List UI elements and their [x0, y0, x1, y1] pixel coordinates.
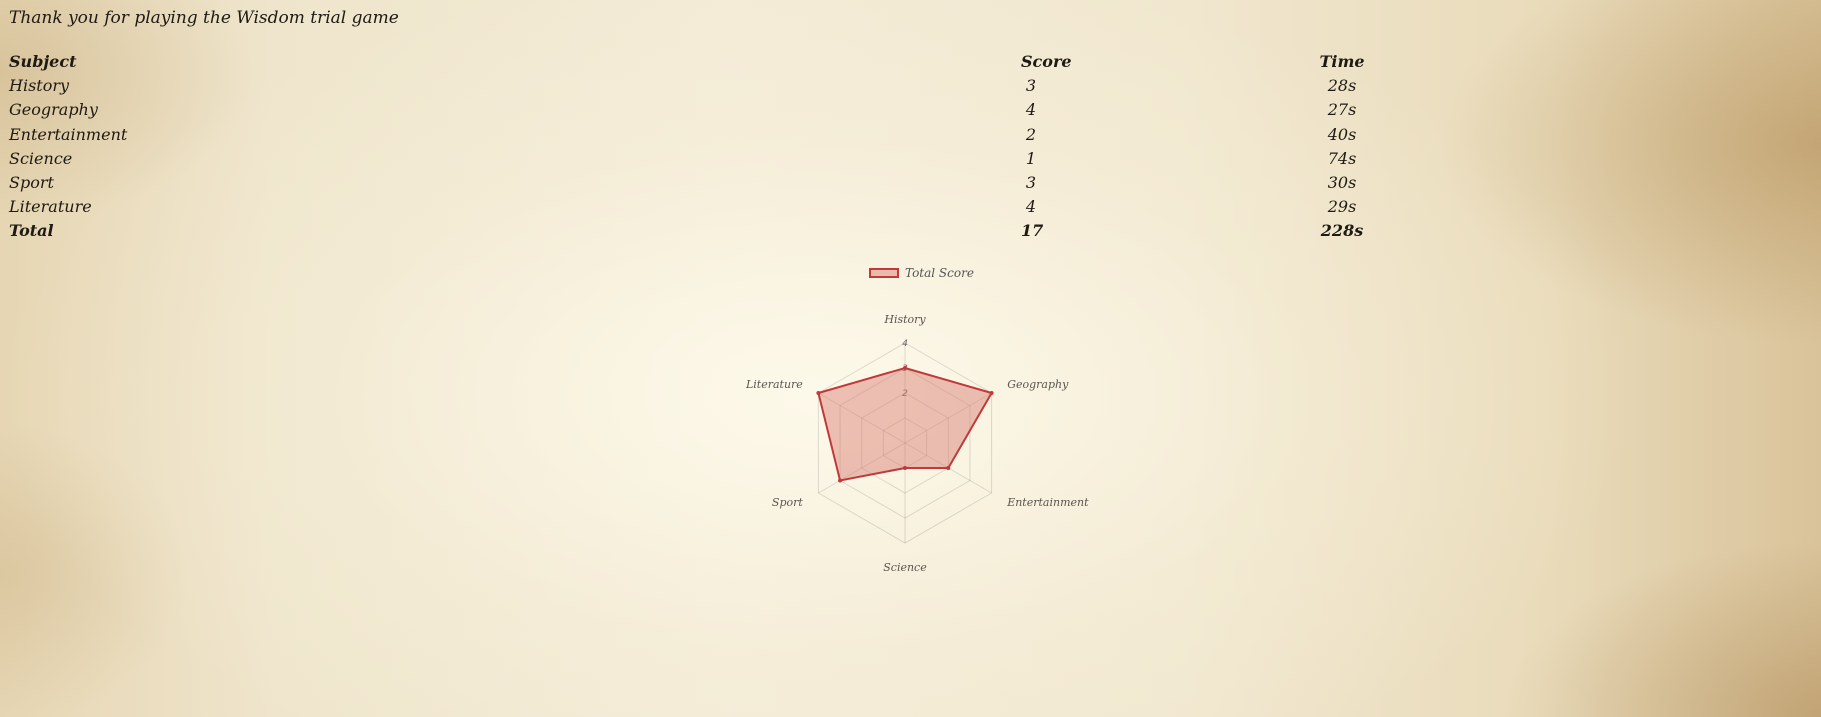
radar-axis-label: Literature: [745, 378, 803, 391]
row-time: 29s: [1327, 197, 1357, 217]
header-subject: Subject: [9, 52, 77, 71]
radar-point: [903, 366, 907, 370]
radar-axis-label: Geography: [1007, 378, 1069, 391]
row-score: 3: [1025, 172, 1037, 192]
legend-label: Total Score: [905, 266, 974, 280]
table-row: Entertainment 2 40s: [9, 123, 1409, 147]
table-row: History 3 28s: [9, 74, 1409, 98]
radar-point: [903, 466, 907, 470]
legend-swatch: [869, 268, 899, 278]
radar-point: [989, 391, 994, 395]
total-score: 17: [1021, 221, 1044, 241]
row-time: 30s: [1327, 172, 1357, 192]
row-subject: History: [9, 76, 70, 96]
row-score: 2: [1025, 124, 1037, 144]
radar-point: [816, 391, 821, 395]
radar-point: [838, 478, 843, 483]
radar-spoke: [818, 442, 906, 494]
radar-axis-label: Science: [883, 561, 927, 574]
table-row: Sport 3 30s: [9, 171, 1409, 195]
row-time: 27s: [1327, 100, 1357, 120]
total-time: 228s: [1320, 221, 1364, 241]
chart-legend[interactable]: Total Score: [869, 266, 974, 280]
radar-tick-labels: 2 3 4: [902, 339, 908, 399]
radar-spoke: [904, 392, 992, 444]
radar-grid-ring: [861, 392, 949, 494]
table-row: Geography 4 27s: [9, 98, 1409, 122]
row-time: 74s: [1327, 148, 1357, 168]
row-score: 1: [1025, 148, 1037, 168]
row-time: 28s: [1327, 76, 1357, 96]
radar-spoke: [904, 442, 992, 494]
table-row: Science 1 74s: [9, 147, 1409, 171]
radar-grid-ring: [882, 417, 928, 469]
radar-tick-label: 2: [902, 389, 908, 399]
radar-axis-labels: History Geography Entertainment Science Spor…: [745, 313, 1089, 574]
row-score: 4: [1025, 197, 1037, 217]
row-subject: Entertainment: [9, 124, 128, 144]
radar-spoke: [818, 392, 906, 444]
radar-grid-ring: [817, 342, 993, 544]
radar-tick-label: 4: [902, 339, 908, 349]
row-score: 3: [1025, 76, 1037, 96]
row-subject: Science: [9, 148, 73, 168]
row-score: 4: [1025, 100, 1037, 120]
radar-grid-ring: [839, 367, 971, 519]
row-time: 40s: [1327, 124, 1357, 144]
radar-point: [946, 466, 951, 470]
table-header-row: Subject Score Time: [9, 50, 1409, 74]
radar-axis-label: Sport: [772, 496, 803, 509]
header-time: Time: [1319, 52, 1365, 71]
radar-axis-label: History: [883, 313, 926, 326]
radar-series: [816, 366, 994, 483]
radar-series-area: [817, 366, 994, 482]
table-row: Literature 4 29s: [9, 195, 1409, 219]
header-score: Score: [1021, 52, 1072, 71]
radar-tick-label: 3: [902, 364, 908, 374]
total-subject: Total: [9, 221, 54, 241]
page-title: Thank you for playing the Wisdom trial g…: [9, 8, 399, 28]
radar-axis-label: Entertainment: [1006, 496, 1089, 509]
score-table: Subject Score Time History 3 28s Geograp…: [9, 50, 1409, 244]
row-subject: Literature: [9, 197, 92, 217]
row-subject: Sport: [9, 172, 54, 192]
table-total-row: Total 17 228s: [9, 219, 1409, 243]
row-subject: Geography: [9, 100, 98, 120]
radar-grid: [817, 342, 993, 544]
